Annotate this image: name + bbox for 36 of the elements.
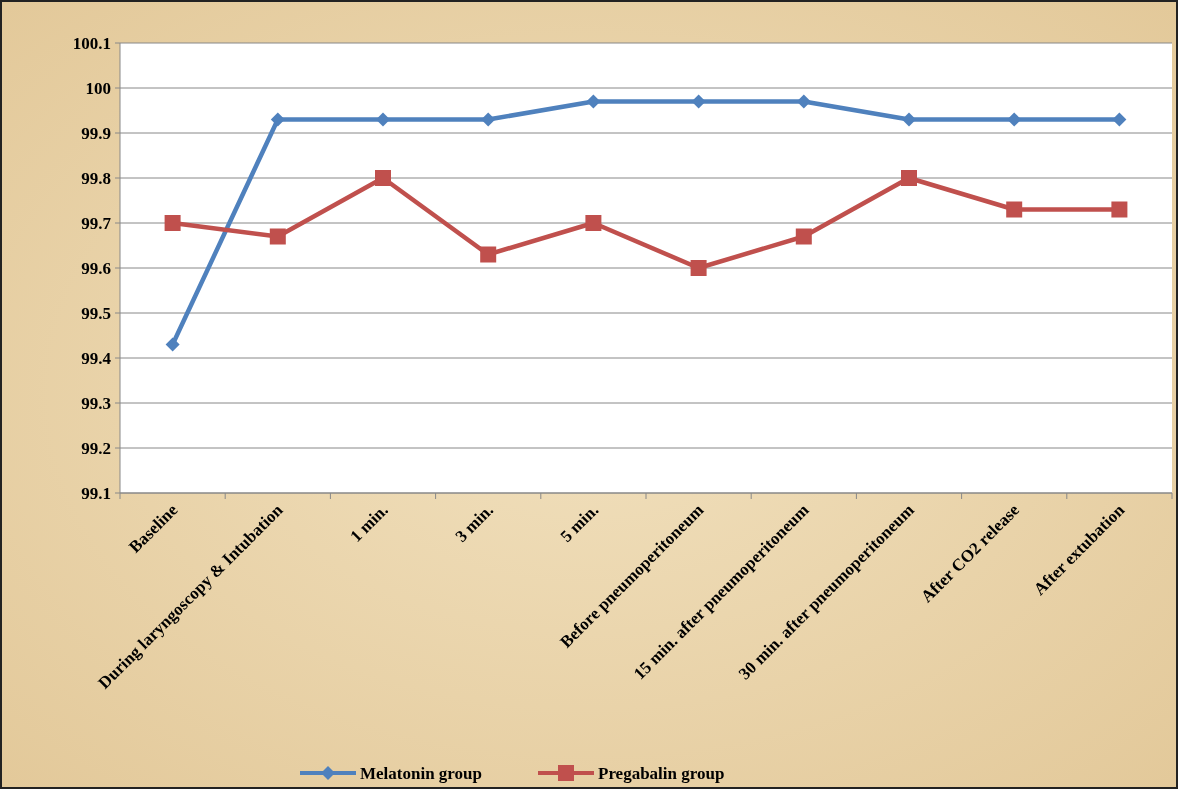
y-tick-label: 99.8 (81, 168, 111, 188)
point (1112, 112, 1127, 127)
point (586, 94, 601, 109)
y-tick-label: 99.7 (81, 213, 112, 233)
legend-label: Melatonin group (360, 763, 483, 783)
legend-label: Pregabalin group (598, 763, 725, 783)
y-tick-label: 100 (85, 78, 111, 98)
point (1111, 201, 1128, 218)
point (901, 170, 917, 186)
point (165, 337, 180, 352)
point (691, 94, 706, 109)
point (796, 94, 811, 109)
x-tick-label: 3 min. (451, 500, 498, 546)
y-tick-label: 99.5 (81, 303, 111, 323)
point (164, 215, 181, 231)
point (480, 246, 497, 263)
y-tick-label: 100.1 (72, 33, 111, 53)
y-tick-label: 99.4 (81, 348, 112, 368)
point (1006, 201, 1023, 218)
point (481, 112, 496, 127)
x-tick-label: 5 min. (556, 500, 603, 546)
point (585, 215, 602, 231)
point (1007, 112, 1022, 127)
y-tick-label: 99.3 (81, 393, 111, 413)
y-tick-label: 99.1 (81, 483, 111, 503)
y-tick-label: 99.2 (81, 438, 111, 458)
point (690, 260, 707, 276)
point (269, 228, 286, 245)
y-tick-label: 99.6 (81, 258, 111, 278)
y-tick-label: 99.9 (81, 123, 111, 143)
point (795, 228, 812, 245)
point (376, 112, 390, 127)
point (375, 170, 391, 186)
point (902, 112, 916, 127)
point (270, 112, 285, 127)
x-tick-label: 1 min. (346, 500, 392, 546)
